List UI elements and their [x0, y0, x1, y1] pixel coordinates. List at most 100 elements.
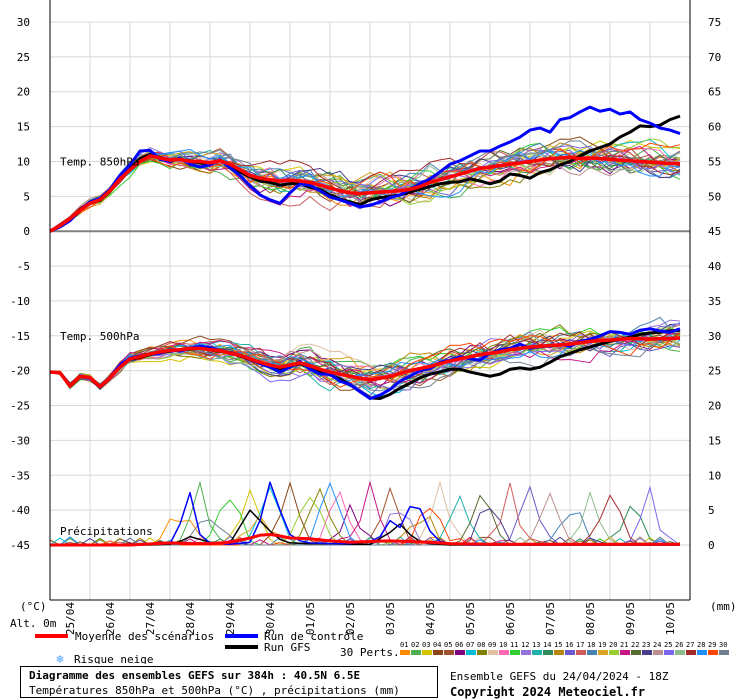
pert-swatch — [455, 650, 465, 655]
legend-mean-label: Moyenne des scénarios — [75, 630, 214, 643]
footer-box: Diagramme des ensembles GEFS sur 384h : … — [20, 666, 438, 698]
chart-grid — [49, 21, 691, 600]
right-tick-label: 0 — [708, 539, 715, 552]
pert-swatch — [719, 650, 729, 655]
x-tick-label: 29/04 — [224, 602, 237, 635]
right-tick-label: 65 — [708, 86, 721, 99]
pert-swatch — [609, 650, 619, 655]
pert-number: 09 — [488, 641, 496, 649]
pert-number: 18 — [587, 641, 595, 649]
pert-number: 26 — [675, 641, 683, 649]
pert-number: 22 — [631, 641, 639, 649]
ensemble-chart: 302520151050-5-10-15-20-25-30-35-40-4575… — [10, 0, 737, 664]
pert-swatch — [686, 650, 696, 655]
pert-number: 08 — [477, 641, 485, 649]
legend-perts-label: 30 Perts. — [340, 646, 400, 659]
legend: Moyenne des scénarios Run de contrôleRun … — [35, 630, 729, 664]
right-tick-label: 5 — [708, 504, 715, 517]
left-tick-label: 25 — [17, 51, 30, 64]
pert-number: 13 — [532, 641, 540, 649]
x-tick-label: 30/04 — [264, 602, 277, 635]
pert-number: 20 — [609, 641, 617, 649]
legend-snow-label: Risque neige — [74, 653, 153, 664]
left-tick-label: -40 — [10, 504, 30, 517]
pert-number: 23 — [642, 641, 650, 649]
left-tick-label: -35 — [10, 469, 30, 482]
pert-number: 17 — [576, 641, 584, 649]
pert-swatch — [587, 650, 597, 655]
pert-number: 10 — [499, 641, 507, 649]
pert-number: 11 — [510, 641, 518, 649]
left-tick-label: 30 — [17, 16, 30, 29]
left-tick-label: -10 — [10, 295, 30, 308]
left-tick-label: -25 — [10, 400, 30, 413]
left-tick-label: 5 — [23, 190, 30, 203]
pert-swatch — [664, 650, 674, 655]
control-t850-line — [49, 105, 681, 233]
right-tick-label: 35 — [708, 295, 721, 308]
pert-swatch — [543, 650, 553, 655]
legend-control-label: Run de contrôle — [264, 630, 363, 643]
left-tick-label: 0 — [23, 225, 30, 238]
pert-number: 21 — [620, 641, 628, 649]
left-tick-label: -20 — [10, 365, 30, 378]
pert-swatch — [444, 650, 454, 655]
right-tick-label: 50 — [708, 190, 721, 203]
pert-number: 24 — [653, 641, 661, 649]
x-tick-label: 10/05 — [664, 602, 677, 635]
pert-number: 15 — [554, 641, 562, 649]
right-axis-unit: (mm) — [710, 600, 737, 613]
left-tick-label: -45 — [10, 539, 30, 552]
pert-swatch — [510, 650, 520, 655]
member-t500-line — [49, 330, 681, 390]
left-tick-label: 15 — [17, 121, 30, 134]
legend-gfs-label: Run GFS — [264, 641, 310, 654]
left-axis-unit: (°C) — [20, 600, 47, 613]
pert-swatch — [411, 650, 421, 655]
pert-swatch — [642, 650, 652, 655]
mean-t500-line — [49, 336, 681, 389]
left-tick-label: 20 — [17, 86, 30, 99]
x-tick-label: 25/04 — [64, 602, 77, 635]
pert-swatch — [554, 650, 564, 655]
right-tick-label: 20 — [708, 400, 721, 413]
right-tick-label: 25 — [708, 365, 721, 378]
panel-label: Précipitations — [60, 525, 153, 538]
pert-number: 12 — [521, 641, 529, 649]
pert-number: 29 — [708, 641, 716, 649]
x-tick-label: 05/05 — [464, 602, 477, 635]
pert-number: 02 — [411, 641, 419, 649]
pert-swatch — [433, 650, 443, 655]
left-tick-label: 10 — [17, 155, 30, 168]
copyright: Copyright 2024 Meteociel.fr — [450, 685, 646, 699]
chart-axes: 302520151050-5-10-15-20-25-30-35-40-4575… — [10, 0, 737, 635]
right-tick-label: 10 — [708, 469, 721, 482]
pert-number: 06 — [455, 641, 463, 649]
pert-number: 25 — [664, 641, 672, 649]
pert-number: 01 — [400, 641, 408, 649]
pert-swatch — [477, 650, 487, 655]
pert-number: 19 — [598, 641, 606, 649]
chart-subtitle: Températures 850hPa et 500hPa (°C) , pré… — [29, 684, 400, 697]
x-tick-label: 28/04 — [184, 602, 197, 635]
x-tick-label: 08/05 — [584, 602, 597, 635]
pert-swatch — [521, 650, 531, 655]
pert-swatch — [488, 650, 498, 655]
ensemble-run-label: Ensemble GEFS du 24/04/2024 - 18Z — [450, 670, 669, 683]
mean-precip-line — [50, 533, 680, 547]
right-tick-label: 70 — [708, 51, 721, 64]
panel-label: Temp. 850hPa — [60, 155, 139, 168]
pert-swatch — [400, 650, 410, 655]
panel-labels: Temp. 850hPa Temp. 500hPa Précipitations — [60, 155, 153, 538]
pert-swatch — [697, 650, 707, 655]
right-tick-label: 15 — [708, 434, 721, 447]
pert-swatch — [532, 650, 542, 655]
member-t850-line — [49, 136, 681, 232]
x-tick-label: 04/05 — [424, 602, 437, 635]
left-tick-label: -30 — [10, 434, 30, 447]
chart-title: Diagramme des ensembles GEFS sur 384h : … — [29, 669, 361, 682]
pert-swatch — [631, 650, 641, 655]
x-tick-label: 07/05 — [544, 602, 557, 635]
pert-number: 03 — [422, 641, 430, 649]
pert-swatch — [675, 650, 685, 655]
